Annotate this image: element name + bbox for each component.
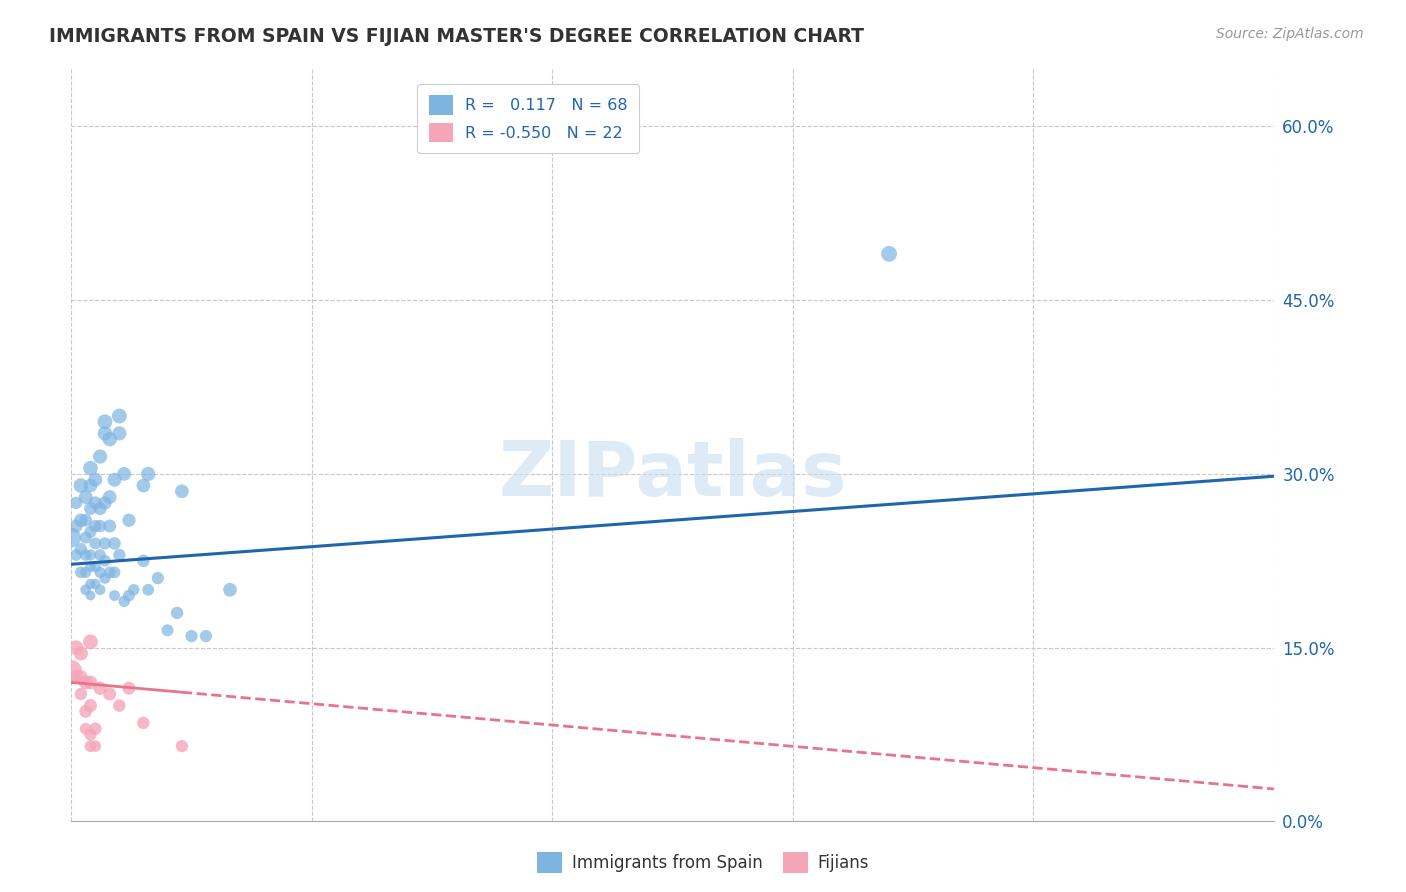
Point: [75, 531, 97, 545]
Point: [94, 554, 117, 568]
Point: [877, 247, 900, 261]
Point: [60, 531, 83, 545]
Point: [146, 571, 169, 585]
Point: [75, 675, 97, 690]
Text: Source: ZipAtlas.com: Source: ZipAtlas.com: [1216, 27, 1364, 41]
Point: [75, 490, 97, 504]
Point: [84, 559, 107, 574]
Point: [180, 629, 202, 643]
Point: [132, 478, 155, 492]
Point: [70, 647, 93, 661]
Point: [84, 536, 107, 550]
Point: [79, 577, 101, 591]
Point: [79, 675, 101, 690]
Point: [75, 704, 97, 718]
Point: [112, 467, 135, 481]
Point: [98, 687, 121, 701]
Point: [94, 571, 117, 585]
Point: [219, 582, 242, 597]
Point: [103, 589, 125, 603]
Text: IMMIGRANTS FROM SPAIN VS FIJIAN MASTER'S DEGREE CORRELATION CHART: IMMIGRANTS FROM SPAIN VS FIJIAN MASTER'S…: [49, 27, 865, 45]
Point: [170, 739, 193, 753]
Point: [70, 542, 93, 557]
Point: [89, 450, 111, 464]
Point: [89, 519, 111, 533]
Point: [79, 548, 101, 562]
Point: [89, 548, 111, 562]
Point: [108, 698, 131, 713]
Point: [79, 559, 101, 574]
Point: [118, 513, 141, 527]
Point: [79, 635, 101, 649]
Point: [89, 582, 111, 597]
Point: [94, 496, 117, 510]
Point: [75, 582, 97, 597]
Point: [65, 496, 87, 510]
Point: [65, 670, 87, 684]
Legend: R =   0.117   N = 68, R = -0.550   N = 22: R = 0.117 N = 68, R = -0.550 N = 22: [418, 84, 640, 153]
Point: [79, 589, 101, 603]
Point: [70, 687, 93, 701]
Point: [118, 681, 141, 696]
Point: [103, 473, 125, 487]
Point: [103, 566, 125, 580]
Point: [103, 536, 125, 550]
Point: [132, 554, 155, 568]
Point: [70, 566, 93, 580]
Point: [89, 566, 111, 580]
Point: [94, 426, 117, 441]
Point: [94, 415, 117, 429]
Point: [108, 548, 131, 562]
Point: [65, 640, 87, 655]
Point: [98, 566, 121, 580]
Point: [98, 490, 121, 504]
Point: [98, 432, 121, 446]
Point: [112, 594, 135, 608]
Point: [84, 739, 107, 753]
Point: [84, 519, 107, 533]
Point: [70, 478, 93, 492]
Point: [170, 484, 193, 499]
Point: [70, 670, 93, 684]
Point: [84, 577, 107, 591]
Point: [194, 629, 217, 643]
Legend: Immigrants from Spain, Fijians: Immigrants from Spain, Fijians: [530, 846, 876, 880]
Point: [98, 519, 121, 533]
Point: [79, 461, 101, 475]
Point: [79, 501, 101, 516]
Point: [84, 722, 107, 736]
Point: [94, 536, 117, 550]
Point: [75, 513, 97, 527]
Point: [84, 496, 107, 510]
Point: [79, 727, 101, 741]
Text: ZIPatlas: ZIPatlas: [498, 438, 846, 512]
Point: [118, 589, 141, 603]
Point: [89, 501, 111, 516]
Point: [60, 664, 83, 678]
Point: [136, 467, 159, 481]
Point: [166, 606, 188, 620]
Point: [136, 582, 159, 597]
Point: [79, 698, 101, 713]
Point: [122, 582, 145, 597]
Point: [65, 519, 87, 533]
Point: [79, 524, 101, 539]
Point: [79, 739, 101, 753]
Point: [65, 548, 87, 562]
Point: [75, 548, 97, 562]
Point: [132, 715, 155, 730]
Point: [108, 409, 131, 423]
Point: [75, 722, 97, 736]
Point: [84, 473, 107, 487]
Point: [89, 681, 111, 696]
Point: [75, 566, 97, 580]
Point: [156, 624, 179, 638]
Point: [108, 426, 131, 441]
Point: [70, 513, 93, 527]
Point: [79, 478, 101, 492]
